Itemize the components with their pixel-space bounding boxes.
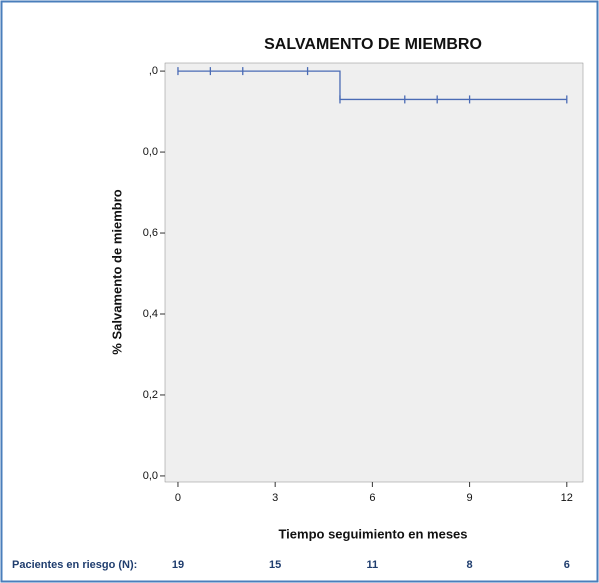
risk-count: 19 (172, 559, 184, 571)
plot-area (164, 62, 584, 483)
y-tick-label: 0,2 (143, 389, 158, 401)
survival-line (177, 70, 567, 101)
y-tick-label: 0,0 (143, 470, 158, 482)
x-tick-label: 3 (272, 492, 278, 504)
chart-title: SALVAMENTO DE MIEMBRO (264, 36, 482, 53)
risk-count: 8 (467, 559, 473, 571)
risk-count: 15 (269, 559, 281, 571)
y-tick-label: 0,0 (143, 146, 158, 158)
x-tick-label: 0 (175, 492, 181, 504)
x-tick-label: 12 (561, 492, 573, 504)
y-tick-label: ,0 (149, 65, 158, 77)
y-tick-label: 0,4 (143, 308, 158, 320)
risk-count: 11 (367, 559, 379, 571)
risk-table-label: Pacientes en riesgo (N): (12, 559, 137, 571)
y-tick-label: 0,6 (143, 227, 158, 239)
y-axis-label: % Salvamento de miembro (109, 189, 124, 354)
x-axis-label: Tiempo seguimiento en meses (278, 526, 467, 541)
x-tick-label: 9 (467, 492, 473, 504)
x-tick-label: 6 (369, 492, 375, 504)
risk-count: 6 (564, 559, 570, 571)
